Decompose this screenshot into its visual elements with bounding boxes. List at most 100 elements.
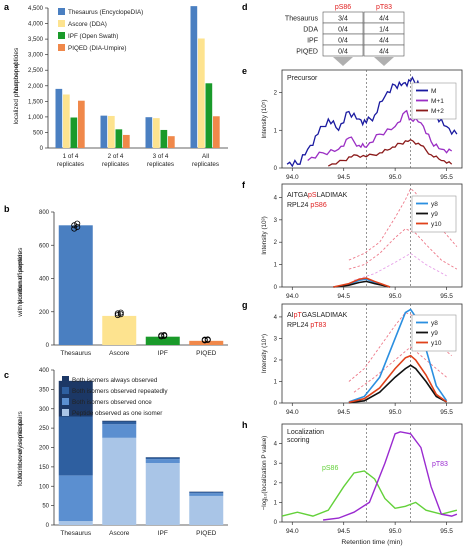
y-axis-label-f: Intensity (10³)	[261, 216, 268, 255]
x-tick-label-a: All	[202, 153, 209, 160]
x-tick-label-a: replicates	[147, 161, 174, 168]
y-tick-label-a: 3,500	[28, 37, 44, 43]
x-tick-label-a: 2 of 4	[108, 153, 124, 160]
y-axis-label-e: Intensity (10⁵)	[261, 99, 268, 138]
x-tick-label-b: PIQED	[196, 350, 217, 357]
y-tick-label-c: 250	[39, 426, 50, 432]
y-tick-label-h: 4	[274, 442, 278, 448]
protein-part-f: pS86	[310, 202, 326, 209]
y-tick-label-b: 600	[39, 243, 50, 249]
bar-a-0	[145, 117, 153, 148]
legend-label-g: y10	[431, 340, 442, 347]
series-line-e	[327, 138, 453, 167]
y-tick-label-a: 2,500	[28, 68, 44, 74]
y-tick-label-a: 2,000	[28, 84, 44, 90]
panel-letter-a: a	[4, 2, 10, 12]
x-axis-label-h: Retention time (min)	[341, 539, 402, 546]
protein-label-f: RPL24 pS86	[287, 202, 327, 209]
y-axis-label-c: Number of isomer pairs	[17, 410, 24, 478]
peptide-part-g: pT	[294, 312, 303, 319]
interference-trace-f	[348, 228, 458, 270]
x-tick-label-e: 94.0	[286, 174, 299, 181]
row-label-d: DDA	[303, 27, 318, 34]
x-tick-label-a: replicates	[102, 161, 129, 168]
bar-a-1	[63, 94, 70, 148]
stack-segment-c	[145, 459, 180, 463]
x-tick-label-c: Ascore	[109, 530, 130, 537]
x-tick-label-g: 94.5	[337, 409, 350, 416]
x-tick-label-c: Thesaurus	[60, 530, 91, 537]
row-label-d: IPF	[307, 38, 318, 45]
series-line-h	[281, 470, 458, 517]
legend-swatch-a	[58, 20, 65, 27]
annotation-h: scoring	[287, 437, 310, 444]
panel-letter-h: h	[242, 420, 248, 430]
x-tick-label-h: 95.5	[440, 528, 453, 535]
replicate-point-b	[201, 336, 208, 343]
panel-letter-c: c	[4, 370, 9, 380]
x-tick-label-f: 95.5	[440, 293, 453, 300]
y-tick-label-g: 1	[274, 379, 278, 385]
stack-segment-c	[145, 463, 180, 525]
peptide-label-g: AIpTGASLADIMAK	[287, 312, 348, 319]
x-tick-label-g: 94.0	[286, 409, 299, 416]
y-axis-label-h: −log₁₀(localization P value)	[261, 436, 268, 511]
y-tick-label-a: 3,000	[28, 53, 44, 59]
replicate-point-b	[71, 222, 78, 229]
interference-trace-f	[353, 252, 447, 281]
bar-a-2	[205, 83, 213, 148]
replicate-point-b	[117, 309, 124, 316]
replicate-point-b	[117, 311, 124, 318]
y-tick-label-f: 0	[274, 285, 278, 291]
series-line-e	[307, 109, 453, 162]
stack-segment-c	[102, 424, 137, 438]
y-tick-label-g: 4	[274, 315, 278, 321]
table-value-d: 0/4	[338, 26, 348, 33]
peptide-part-f: AITGA	[287, 192, 308, 199]
y-tick-label-e: 0	[274, 166, 278, 172]
x-tick-label-e: 95.5	[440, 174, 453, 181]
replicate-point-b	[71, 225, 78, 232]
x-tick-label-c: PIQED	[196, 530, 217, 537]
peptide-part-g: AI	[287, 312, 294, 319]
legend-label-a: Thesaurus (EncyclopeDIA)	[68, 9, 143, 16]
peptide-part-f: LADIMAK	[317, 192, 348, 199]
legend-label-f: y10	[431, 221, 442, 228]
x-tick-label-c: IPF	[158, 530, 168, 537]
series-line-g	[348, 364, 447, 404]
legend-swatch-a	[58, 44, 65, 51]
x-tick-label-b: IPF	[158, 350, 168, 357]
bar-a-0	[100, 115, 108, 148]
x-tick-label-e: 94.5	[337, 174, 350, 181]
legend-label-g: y9	[431, 330, 438, 337]
y-tick-label-h: 2	[274, 481, 278, 487]
series-label-h: pT83	[432, 461, 448, 468]
legend-swatch-a	[58, 32, 65, 39]
y-tick-label-a: 500	[33, 130, 44, 136]
y-tick-label-g: 2	[274, 358, 278, 364]
legend-label-c: Both isomers observed once	[72, 399, 152, 406]
stack-segment-c	[189, 495, 224, 525]
legend-label-c: Both isomers observed repeatedly	[72, 388, 168, 395]
y-tick-label-c: 300	[39, 407, 50, 413]
y-tick-label-c: 400	[39, 368, 50, 374]
legend-label-e: M	[431, 88, 436, 95]
y-tick-label-e: 2	[274, 91, 278, 97]
protein-part-g: RPL24	[287, 322, 310, 329]
y-axis-label-a: localized phosphopeptides	[13, 47, 20, 124]
peptide-label-f: AITGApSLADIMAK	[287, 192, 348, 199]
legend-label-c: Both isomers always observed	[72, 377, 158, 384]
legend-label-a: Ascore (DDA)	[68, 21, 107, 28]
y-axis-label-a: Number of	[13, 63, 20, 94]
y-tick-label-e: 1	[274, 128, 278, 134]
peptide-part-g: GASLADIMAK	[302, 312, 348, 319]
replicate-point-b	[158, 332, 165, 339]
panel-letter-g: g	[242, 300, 248, 310]
y-tick-label-c: 0	[46, 523, 50, 529]
bar-a-0	[55, 88, 63, 148]
peptide-part-f: pS	[308, 192, 317, 199]
bar-a-3	[123, 134, 130, 148]
column-header-d: pS86	[335, 4, 351, 11]
protein-label-g: RPL24 pT83	[287, 322, 326, 329]
